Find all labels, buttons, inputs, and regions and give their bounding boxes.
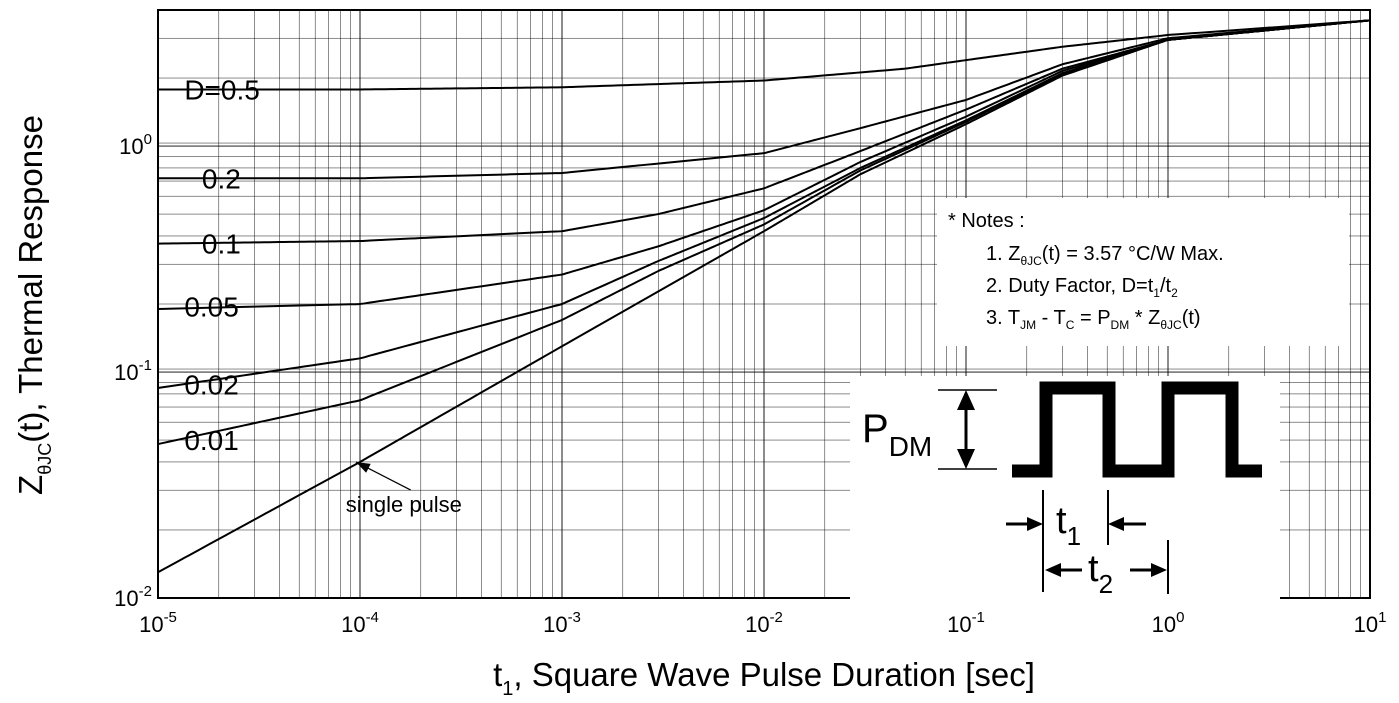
x-tick-label: 10-2 (745, 609, 783, 637)
x-tick-labels: 10-5 10-4 10-3 10-2 10-1 100 101 (139, 609, 1386, 637)
curve-single-pulse (157, 19, 1371, 574)
single-pulse-annotation: single pulse (346, 461, 462, 517)
curve-0-2 (158, 19, 1371, 180)
curve-0-05 (157, 19, 1371, 311)
pdm-arrow-down (957, 449, 975, 469)
curve-label: 0.02 (184, 370, 239, 401)
pulse-waveform (1012, 381, 1262, 478)
curve-label: 0.01 (184, 425, 239, 456)
curve-labels: D=0.5 0.2 0.1 0.05 0.02 0.01 (184, 74, 260, 456)
notes-background (937, 198, 1349, 346)
x-axis-label: t1, Square Wave Pulse Duration [sec] (493, 656, 1035, 700)
data-curves (157, 19, 1371, 574)
t2-label: t2 (1088, 548, 1113, 599)
notes-heading: * Notes : (948, 210, 1025, 232)
notes-line-3: 3. TJM - TC = PDM * ZθJC(t) (986, 307, 1201, 332)
curve-0-1 (157, 19, 1371, 245)
curve-label: 0.1 (202, 229, 241, 260)
x-tick-label: 101 (1354, 609, 1387, 637)
x-tick-label: 10-5 (139, 609, 177, 637)
y-tick-label: 100 (119, 131, 152, 159)
y-tick-label: 10-1 (114, 357, 152, 385)
curve-label: 0.2 (202, 163, 241, 194)
x-tick-label: 100 (1152, 609, 1185, 637)
plot-frame (157, 9, 1371, 599)
pulse-diagram: PDM t1 t2 (850, 376, 1280, 600)
single-pulse-arrow-head (355, 461, 371, 473)
t2-left-arrow-head (1045, 563, 1061, 577)
notes-box: * Notes : 1. ZθJC(t) = 3.57 °C/W Max. 2.… (937, 198, 1349, 346)
pdm-arrow-up (957, 390, 975, 410)
pulse-diagram-background (850, 376, 1280, 600)
single-pulse-label: single pulse (346, 492, 462, 517)
curve-label: 0.05 (184, 291, 239, 322)
curve-label: D=0.5 (184, 74, 260, 105)
x-tick-label: 10-1 (947, 609, 985, 637)
y-tick-labels: 10-2 10-1 100 (114, 131, 152, 611)
y-tick-label: 10-2 (114, 583, 152, 611)
curve-d-0-5 (158, 19, 1371, 91)
x-tick-label: 10-3 (543, 609, 581, 637)
pdm-label: PDM (862, 407, 932, 462)
t1-right-arrow-head (1108, 517, 1124, 531)
notes-line-1: 1. ZθJC(t) = 3.57 °C/W Max. (986, 243, 1224, 268)
notes-line-2: 2. Duty Factor, D=t1/t2 (986, 275, 1178, 300)
t1-left-arrow-head (1027, 517, 1043, 531)
t1-label: t1 (1056, 500, 1081, 551)
t2-right-arrow-head (1151, 563, 1167, 577)
y-axis-label: ZθJC(t), Thermal Response (12, 115, 55, 495)
x-tick-label: 10-4 (341, 609, 379, 637)
